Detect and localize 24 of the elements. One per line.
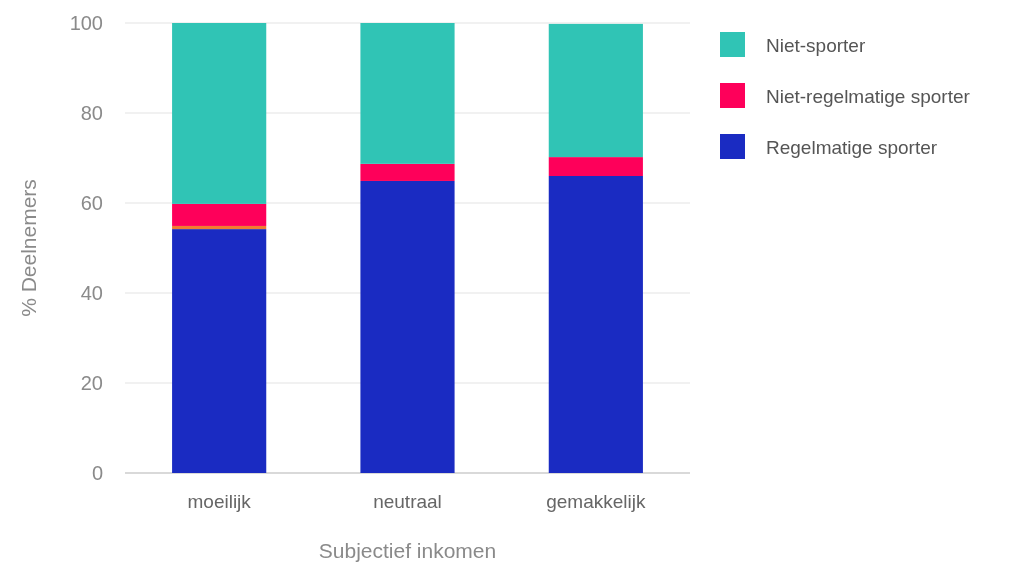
legend-label: Regelmatige sporter	[766, 136, 938, 158]
legend-label: Niet-regelmatige sporter	[766, 85, 971, 107]
bar	[172, 203, 267, 226]
legend-label: Niet-sporter	[766, 34, 866, 56]
y-tick-label: 20	[80, 372, 103, 394]
y-tick-label: 0	[91, 462, 103, 484]
y-axis-title: % Deelnemers	[17, 179, 40, 317]
bar	[172, 225, 267, 230]
bar	[172, 229, 267, 473]
x-tick-label: neutraal	[373, 491, 442, 512]
y-tick-label: 100	[69, 12, 103, 34]
x-tick-label: moeilijk	[187, 491, 252, 512]
x-axis-title: Subjectief inkomen	[318, 539, 497, 562]
x-tick-label: gemakkelijk	[546, 491, 646, 512]
bar	[548, 157, 643, 176]
y-tick-label: 40	[80, 282, 103, 304]
bar	[548, 23, 643, 158]
bar	[360, 23, 455, 164]
y-tick-label: 60	[80, 192, 103, 214]
bar	[360, 163, 455, 181]
y-tick-label: 80	[80, 102, 103, 124]
bar	[172, 23, 267, 204]
bar	[548, 176, 643, 473]
bar	[360, 180, 455, 473]
